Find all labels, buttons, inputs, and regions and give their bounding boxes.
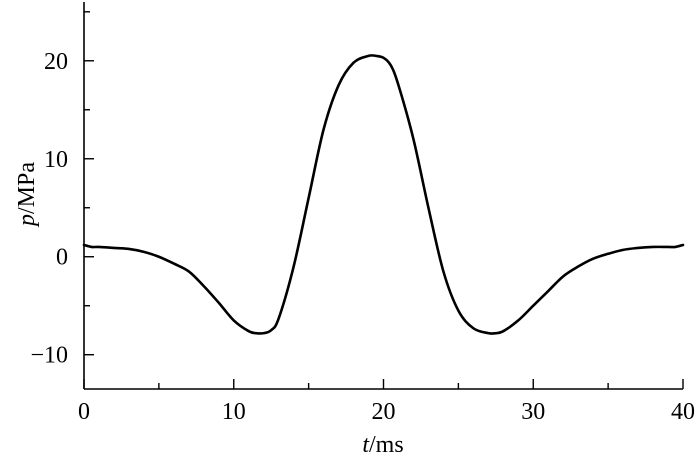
y-tick-label: −10: [30, 343, 68, 369]
labels: t/ms p/MPa: [14, 162, 404, 458]
y-tick-label: 20: [44, 49, 68, 75]
x-axis-variable: t: [362, 432, 370, 458]
y-axis-variable: p: [14, 214, 40, 228]
axes: [83, 2, 683, 390]
x-tick-label: 20: [372, 399, 396, 425]
y-tick-label: 0: [56, 245, 68, 271]
y-axis-unit: /MPa: [14, 162, 40, 214]
x-tick-label: 10: [222, 399, 246, 425]
y-axis-label: p/MPa: [14, 162, 40, 228]
series-layer: [82, 53, 685, 335]
y-tick-label: 10: [44, 147, 68, 173]
x-tick-label: 40: [671, 399, 695, 425]
ticks: 0 10 20 30 40 −10 0 10 20: [30, 11, 695, 425]
x-tick-label: 30: [521, 399, 545, 425]
pressure-curve: [82, 53, 685, 335]
x-axis-label: t/ms: [362, 432, 403, 458]
x-tick-label: 0: [78, 399, 90, 425]
x-axis-unit: /ms: [369, 432, 404, 458]
